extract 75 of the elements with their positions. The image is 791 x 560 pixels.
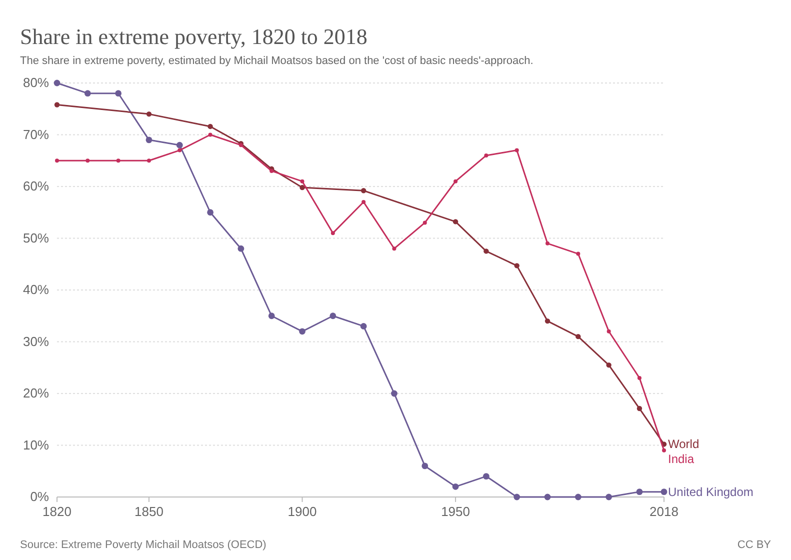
point bbox=[330, 231, 335, 236]
y-tick-label: 20% bbox=[22, 386, 50, 400]
point bbox=[574, 494, 582, 500]
point bbox=[360, 323, 367, 330]
point bbox=[544, 494, 551, 500]
point bbox=[606, 362, 612, 368]
point bbox=[268, 312, 275, 320]
point bbox=[484, 248, 489, 254]
point bbox=[55, 158, 59, 163]
series-label: World bbox=[668, 437, 700, 452]
x-tick-label: 2018 bbox=[650, 504, 678, 519]
point bbox=[606, 494, 612, 500]
point bbox=[270, 168, 274, 173]
point bbox=[54, 80, 60, 86]
point bbox=[484, 153, 488, 158]
point bbox=[422, 220, 427, 225]
y-tick-label: 0% bbox=[30, 489, 50, 504]
point bbox=[391, 390, 398, 397]
point bbox=[452, 219, 458, 224]
point bbox=[576, 252, 580, 256]
y-tick-label: 80% bbox=[22, 75, 50, 90]
point bbox=[115, 90, 122, 97]
point bbox=[330, 312, 336, 320]
point bbox=[546, 241, 550, 246]
point bbox=[636, 406, 642, 412]
point bbox=[362, 200, 366, 204]
point bbox=[636, 488, 643, 496]
point bbox=[208, 124, 213, 130]
point bbox=[514, 148, 519, 152]
point bbox=[660, 488, 668, 496]
y-tick-label: 30% bbox=[22, 334, 50, 349]
x-tick-label: 1950 bbox=[441, 504, 470, 519]
point bbox=[207, 209, 214, 216]
point bbox=[482, 473, 490, 480]
chart-subtitle: The share in extreme poverty, estimated by Michail Moatsos based on the 'cost of basic needs'-approach. bbox=[20, 55, 534, 67]
point bbox=[452, 483, 459, 490]
source-note: Source: Extreme Poverty Michail Moatsos (OECD) bbox=[20, 539, 266, 551]
y-tick-label: 50% bbox=[22, 230, 50, 246]
chart-title: Share in extreme poverty, 1820 to 2018 bbox=[20, 24, 368, 49]
text: CC BY bbox=[737, 539, 772, 551]
y-tick-label: 60% bbox=[22, 178, 50, 194]
point bbox=[54, 102, 60, 108]
point bbox=[576, 334, 581, 340]
y-tick-label: 10% bbox=[22, 437, 50, 452]
point bbox=[422, 462, 428, 470]
y-tick-label: 40% bbox=[22, 282, 50, 297]
point bbox=[544, 318, 550, 324]
point bbox=[454, 179, 458, 184]
x-tick-label: 1820 bbox=[42, 504, 72, 519]
series-label: India bbox=[668, 452, 694, 466]
point bbox=[637, 376, 642, 380]
point bbox=[146, 136, 152, 144]
point bbox=[662, 448, 666, 452]
point bbox=[176, 142, 183, 148]
x-tick-label: 1850 bbox=[134, 504, 164, 519]
point bbox=[514, 494, 520, 500]
point bbox=[116, 158, 120, 163]
x-tick-label: 1900 bbox=[288, 504, 317, 519]
point bbox=[514, 263, 520, 268]
point bbox=[606, 329, 611, 334]
point bbox=[84, 90, 91, 97]
point bbox=[208, 132, 212, 137]
point bbox=[299, 328, 306, 335]
series-label: United Kingdom bbox=[668, 484, 754, 499]
point bbox=[238, 143, 243, 148]
point bbox=[238, 245, 244, 252]
point bbox=[178, 148, 182, 152]
point bbox=[360, 188, 366, 194]
point bbox=[392, 246, 396, 251]
point bbox=[300, 179, 304, 184]
point bbox=[146, 158, 151, 163]
point bbox=[146, 111, 152, 117]
y-tick-label: 70% bbox=[22, 126, 50, 142]
point bbox=[86, 158, 90, 163]
point bbox=[300, 184, 305, 190]
